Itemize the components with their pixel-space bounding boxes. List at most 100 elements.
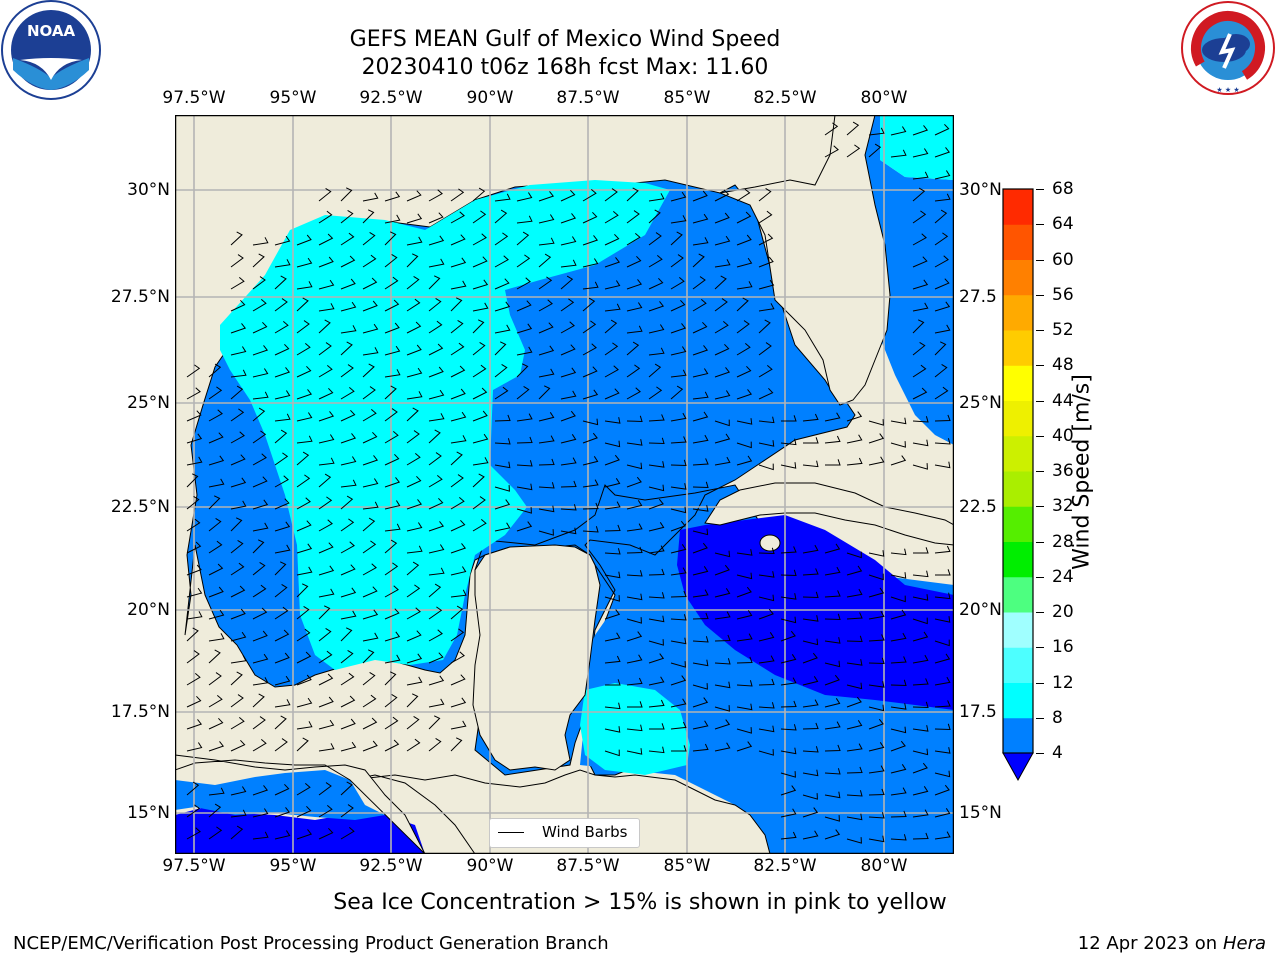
- wind-barb: [340, 232, 355, 246]
- wind-barb: [912, 786, 929, 796]
- wind-barb: [648, 615, 665, 623]
- colorbar-tick: [1036, 224, 1044, 226]
- wind-barb: [758, 440, 775, 447]
- wind-barb: [274, 235, 291, 246]
- wind-barb: [604, 595, 620, 602]
- wind-barb: [296, 520, 312, 532]
- florida-peninsula: [718, 115, 891, 406]
- lat-tick-right: 25°N: [959, 393, 1002, 413]
- wind-barb: [230, 631, 247, 642]
- wind-barb: [846, 720, 863, 730]
- wind-barb: [362, 563, 377, 576]
- wind-barb: [824, 637, 841, 644]
- wind-barb: [736, 741, 753, 752]
- wind-barb: [208, 695, 223, 708]
- wind-barb: [340, 587, 357, 598]
- wind-barb: [714, 189, 730, 202]
- wind-barb: [406, 475, 422, 488]
- wind-barb: [296, 628, 311, 642]
- wind-barb: [934, 324, 951, 334]
- wind-barb: [516, 192, 533, 202]
- wind-barb: [671, 745, 687, 752]
- wind-barb: [274, 367, 291, 378]
- wind-barb: [560, 213, 577, 224]
- wind-barb: [296, 829, 313, 840]
- colorbar-segment: [1003, 224, 1033, 260]
- wind-barb: [494, 193, 511, 202]
- wind-barb: [186, 695, 202, 708]
- wind-barb: [714, 611, 731, 620]
- wind-barb: [296, 281, 313, 290]
- wind-barb: [648, 461, 665, 468]
- wind-barb: [560, 390, 577, 400]
- wind-barb: [670, 544, 687, 554]
- wind-barb: [186, 781, 200, 796]
- wind-barb: [824, 744, 841, 752]
- wind-barb: [384, 231, 397, 246]
- wind-barb: [846, 457, 863, 466]
- wind-barb: [230, 299, 246, 312]
- wind-barb: [472, 187, 486, 202]
- wind-barb: [274, 521, 291, 532]
- wind-barb: [538, 458, 555, 466]
- wind-barb: [736, 680, 753, 687]
- wind-barb: [230, 277, 245, 290]
- wind-barb: [648, 255, 663, 268]
- wind-barb: [318, 187, 332, 202]
- wind-barb: [384, 385, 397, 400]
- wind-barb: [274, 321, 289, 334]
- wind-barb: [758, 387, 774, 400]
- wind-barb: [340, 804, 354, 818]
- wind-barb: [560, 410, 576, 422]
- wind-barb: [802, 544, 819, 554]
- wind-barb: [714, 681, 731, 689]
- wind-barb: [384, 539, 398, 554]
- wind-barb: [406, 275, 420, 290]
- wind-barb: [868, 634, 885, 642]
- plot-title-line2: 20230410 t06z 168h fcst Max: 11.60: [361, 55, 769, 80]
- wind-barb: [296, 234, 312, 246]
- wind-barb: [934, 363, 948, 378]
- wind-barb: [384, 585, 399, 598]
- wind-barb: [186, 541, 202, 554]
- wind-barb: [296, 721, 313, 730]
- wind-barb: [186, 742, 203, 752]
- wind-barb: [912, 387, 928, 400]
- colorbar-tick: [1036, 400, 1044, 402]
- wind-barb: [384, 253, 398, 268]
- wind-barb: [186, 410, 202, 422]
- wind-barb: [582, 211, 598, 224]
- credit-text: NCEP/EMC/Verification Post Processing Pr…: [13, 933, 609, 954]
- wind-barb: [252, 430, 267, 444]
- wind-barb: [274, 629, 290, 642]
- wind-barb: [692, 542, 708, 554]
- wind-barb: [560, 457, 577, 466]
- wind-barb: [428, 715, 441, 730]
- wind-barb: [824, 768, 841, 775]
- wind-barb: [604, 388, 620, 400]
- wind-barb: [934, 639, 950, 647]
- wind-barb: [604, 749, 620, 757]
- wind-barb: [912, 762, 928, 774]
- wind-barb: [692, 720, 709, 730]
- wind-barb: [230, 717, 245, 730]
- wind-barb: [648, 277, 664, 290]
- wind-barb: [912, 210, 927, 224]
- wind-barb: [670, 191, 687, 202]
- wind-barb: [758, 749, 774, 756]
- wind-barb: [758, 702, 775, 709]
- colorbar-segment: [1003, 576, 1033, 613]
- wind-barb: [560, 259, 577, 268]
- wind-barb: [736, 257, 753, 268]
- wind-barb: [538, 505, 555, 513]
- lat-tick-left: 20°N: [127, 600, 170, 620]
- wind-barb: [538, 345, 555, 356]
- wind-barb: [384, 608, 400, 620]
- wind-barb: [538, 237, 555, 246]
- wind-barb: [604, 632, 621, 642]
- wind-barb: [714, 719, 731, 730]
- wind-barb: [736, 633, 753, 642]
- wind-barb: [802, 591, 819, 599]
- wind-barb: [296, 566, 313, 576]
- wind-barb: [230, 254, 244, 268]
